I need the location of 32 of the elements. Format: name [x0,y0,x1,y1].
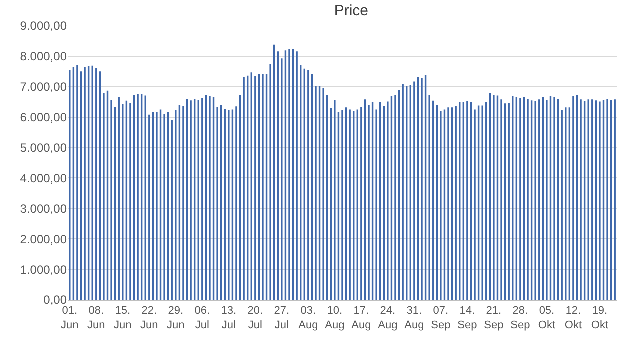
x-tick-label: 12. Okt [564,305,582,332]
x-tick-label: 21. Sep [484,305,504,332]
x-tick-label: 17. Aug [352,305,372,332]
x-tick-label: 24. Aug [378,305,398,332]
x-tick-label: 06. Jul [194,305,210,332]
y-tick-label: 1.000,00 [20,262,68,277]
y-tick-label: 2.000,00 [20,232,68,246]
y-tick-label: 4.000,00 [20,171,68,186]
x-tick-label: 05. Okt [538,305,556,332]
x-tick-label: 19. Okt [591,305,609,332]
x-tick-label: 29. Jun [167,305,185,332]
y-tick-label: 8.000,00 [20,50,68,64]
y-tick-label: 3.000,00 [20,202,68,216]
y-tick-label: 0,00 [44,293,68,308]
x-tick-label: 03. Aug [298,305,318,332]
x-tick-label: 10. Aug [325,305,345,332]
x-tick-label: 07. Sep [431,305,451,332]
x-tick-label: 31. Aug [404,305,424,332]
y-tick-label: 9.000,00 [20,19,68,34]
x-tick-label: 14. Sep [458,305,478,332]
x-tick-label: 08. Jun [88,305,106,332]
x-tick-label: 20. Jul [248,305,264,332]
x-tick-label: 13. Jul [221,305,237,332]
x-tick-label: 15. Jun [114,305,132,332]
x-tick-label: 28. Sep [510,305,530,332]
chart-title: Price [334,2,369,20]
x-tick-label: 01. Jun [61,305,79,332]
x-tick-label: 27. Jul [274,305,290,332]
y-tick-label: 7.000,00 [20,80,68,94]
y-tick-label: 5.000,00 [20,140,68,155]
y-tick-label: 6.000,00 [20,110,68,125]
x-tick-label: 22. Jun [140,305,158,332]
